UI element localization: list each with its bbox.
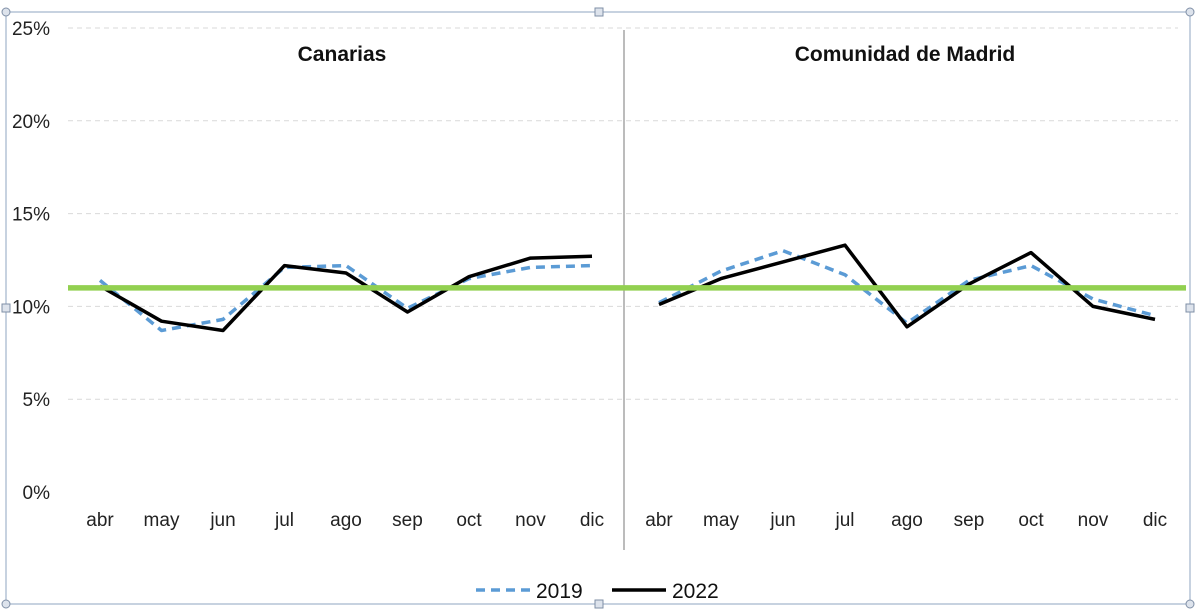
x-tick-label: ago xyxy=(891,510,923,531)
resize-handle-middle-right[interactable] xyxy=(1185,303,1195,313)
x-tick-label: jul xyxy=(834,510,854,531)
panel-title-canarias: Canarias xyxy=(298,43,387,66)
resize-handle-top-center[interactable] xyxy=(594,7,604,17)
x-tick-label: oct xyxy=(456,510,482,531)
x-tick-label: dic xyxy=(580,510,604,531)
y-tick-label: 15% xyxy=(12,205,50,226)
x-tick-label: jun xyxy=(769,510,795,531)
legend-label-2019: 2019 xyxy=(536,580,583,603)
resize-handle-top-left[interactable] xyxy=(1,7,11,17)
resize-handle-bottom-center[interactable] xyxy=(594,599,604,609)
y-tick-label: 25% xyxy=(12,19,50,40)
x-tick-label: jul xyxy=(274,510,294,531)
resize-handle-bottom-left[interactable] xyxy=(1,599,11,609)
x-axis-tick-labels: abr may jun jul ago sep oct nov dic abr may jun jul a… xyxy=(86,510,1167,531)
resize-handle-top-right[interactable] xyxy=(1185,7,1195,17)
y-tick-label: 10% xyxy=(12,297,50,318)
x-tick-label: abr xyxy=(645,510,673,531)
x-tick-label: sep xyxy=(392,510,423,531)
x-tick-label: abr xyxy=(86,510,114,531)
x-tick-label: sep xyxy=(954,510,985,531)
gridlines xyxy=(68,27,1178,400)
x-tick-label: nov xyxy=(1078,510,1109,531)
y-tick-label: 0% xyxy=(23,483,51,504)
x-tick-label: oct xyxy=(1018,510,1044,531)
selection-handles[interactable] xyxy=(1,7,1195,609)
y-axis-tick-labels: 0% 5% 10% 15% 20% 25% xyxy=(12,19,50,504)
series-line-2019-panel-1 xyxy=(98,263,593,333)
legend: 2019 2022 xyxy=(476,580,719,603)
x-tick-label: jun xyxy=(209,510,235,531)
series-line-2022-panel-1 xyxy=(99,254,593,333)
legend-label-2022: 2022 xyxy=(672,580,719,603)
resize-handle-bottom-right[interactable] xyxy=(1185,599,1195,609)
y-tick-label: 20% xyxy=(12,112,50,133)
x-tick-label: nov xyxy=(515,510,546,531)
x-tick-label: may xyxy=(703,510,739,531)
x-tick-label: dic xyxy=(1143,510,1167,531)
x-tick-label: may xyxy=(144,510,180,531)
y-tick-label: 5% xyxy=(23,390,51,411)
panel-title-madrid: Comunidad de Madrid xyxy=(795,43,1016,66)
resize-handle-middle-left[interactable] xyxy=(1,303,11,313)
x-tick-label: ago xyxy=(330,510,362,531)
